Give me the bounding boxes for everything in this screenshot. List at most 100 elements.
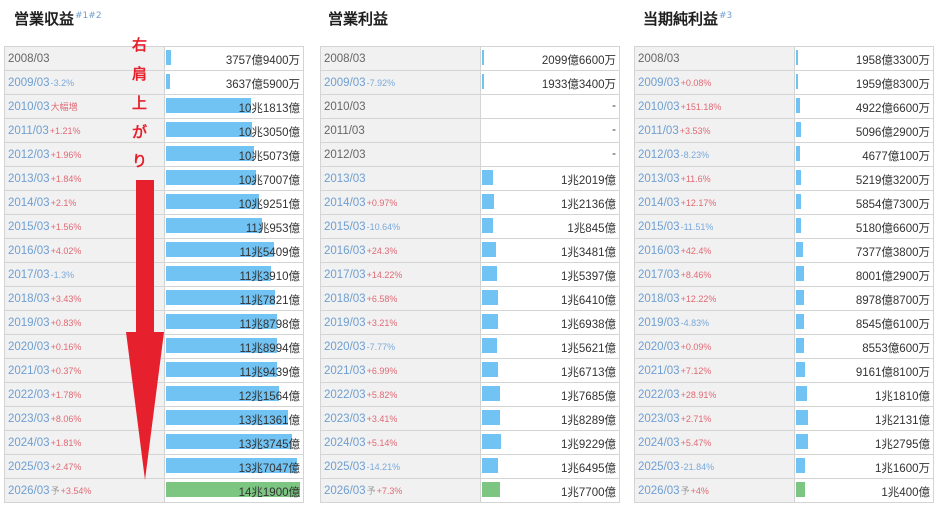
- fiscal-year-cell[interactable]: 2009/03+0.08%: [634, 70, 795, 95]
- value-bar: [166, 146, 254, 161]
- panel-note[interactable]: #1#2: [75, 11, 102, 21]
- value-label: 11兆5409億: [239, 247, 300, 259]
- fiscal-year-cell[interactable]: 2011/03+1.21%: [4, 118, 165, 143]
- fiscal-year-cell[interactable]: 2018/03+12.22%: [634, 286, 795, 311]
- table-row: 2020/03+0.09% 8553億600万: [634, 334, 934, 359]
- fiscal-year-label: 2015/03: [638, 220, 680, 233]
- value-label: -: [612, 100, 616, 112]
- yoy-change: +5.47%: [680, 437, 712, 448]
- table-row: 2010/03+151.18% 4922億6600万: [634, 94, 934, 119]
- fiscal-year-label: 2008/03: [324, 52, 366, 65]
- fiscal-year-label: 2013/03: [8, 172, 50, 185]
- value-label: 8978億8700万: [855, 295, 930, 307]
- fiscal-year-label: 2026/03: [638, 485, 680, 497]
- fiscal-year-cell[interactable]: 2023/03+2.71%: [634, 406, 795, 431]
- fiscal-year-cell[interactable]: 2019/03+3.21%: [320, 310, 481, 335]
- yoy-change: +0.83%: [50, 317, 82, 328]
- fiscal-year-cell[interactable]: 2021/03+7.12%: [634, 358, 795, 383]
- fiscal-year-cell[interactable]: 2016/03+42.4%: [634, 238, 795, 263]
- table-row: 2022/03+1.78% 12兆1564億: [4, 382, 304, 407]
- fiscal-year-cell[interactable]: 2010/03大幅増: [4, 94, 165, 119]
- value-cell: 8001億2900万: [794, 262, 934, 287]
- fiscal-year-cell[interactable]: 2013/03+11.6%: [634, 166, 795, 191]
- fiscal-year-cell[interactable]: 2017/03+14.22%: [320, 262, 481, 287]
- value-cell: 1兆1810億: [794, 382, 934, 407]
- fiscal-year-cell[interactable]: 2015/03-11.51%: [634, 214, 795, 239]
- value-label: 11兆3910億: [239, 271, 300, 283]
- fiscal-year-cell[interactable]: 2013/03: [320, 166, 481, 191]
- fiscal-year-cell[interactable]: 2016/03+24.3%: [320, 238, 481, 263]
- value-cell: 13兆1361億: [164, 406, 304, 431]
- fiscal-year-label: 2014/03: [8, 196, 50, 209]
- value-bar: [796, 362, 805, 377]
- value-bar: [796, 50, 798, 65]
- fiscal-year-cell[interactable]: 2012/03+1.96%: [4, 142, 165, 167]
- value-bar: [796, 290, 804, 305]
- fiscal-year-cell[interactable]: 2018/03+6.58%: [320, 286, 481, 311]
- fiscal-year-cell[interactable]: 2010/03+151.18%: [634, 94, 795, 119]
- table-row: 2015/03-10.64% 1兆845億: [320, 214, 620, 239]
- value-label: 1兆5621億: [561, 343, 616, 355]
- value-cell: 4922億6600万: [794, 94, 934, 119]
- table-row: 2010/03 -: [320, 94, 620, 119]
- fiscal-year-cell[interactable]: 2014/03+0.97%: [320, 190, 481, 215]
- table-row: 2025/03-21.84% 1兆1600万: [634, 454, 934, 479]
- value-cell: 1933億3400万: [480, 70, 620, 95]
- fiscal-year-cell[interactable]: 2014/03+12.17%: [634, 190, 795, 215]
- value-cell: 1兆845億: [480, 214, 620, 239]
- value-bar: [166, 314, 277, 329]
- value-bar: [482, 170, 493, 185]
- fiscal-year-cell[interactable]: 2019/03-4.83%: [634, 310, 795, 335]
- table-row: 2015/03-11.51% 5180億6600万: [634, 214, 934, 239]
- fiscal-year-cell[interactable]: 2026/03予+3.54%: [4, 478, 165, 503]
- fiscal-year-cell[interactable]: 2026/03予+7.3%: [320, 478, 481, 503]
- fiscal-year-cell[interactable]: 2009/03-3.2%: [4, 70, 165, 95]
- fiscal-year-cell[interactable]: 2025/03-21.84%: [634, 454, 795, 479]
- value-label: 1兆8289億: [561, 415, 616, 427]
- value-label: 1933億3400万: [541, 79, 616, 91]
- fiscal-year-label: 2019/03: [638, 316, 680, 329]
- table-row: 2023/03+2.71% 1兆2131億: [634, 406, 934, 431]
- fiscal-year-cell[interactable]: 2017/03+8.46%: [634, 262, 795, 287]
- fiscal-year-cell[interactable]: 2023/03+3.41%: [320, 406, 481, 431]
- fiscal-year-cell[interactable]: 2012/03-8.23%: [634, 142, 795, 167]
- value-bar: [482, 362, 498, 377]
- fiscal-year-label: 2023/03: [324, 412, 366, 425]
- value-label: 8545億6100万: [855, 319, 930, 331]
- value-cell: 1兆6938億: [480, 310, 620, 335]
- yoy-change: +6.58%: [366, 293, 398, 304]
- yoy-change: +3.21%: [366, 317, 398, 328]
- fiscal-year-label: 2023/03: [8, 412, 50, 425]
- table-row: 2022/03+28.91% 1兆1810億: [634, 382, 934, 407]
- value-label: 1兆2131億: [875, 415, 930, 427]
- panel-note[interactable]: #3: [719, 11, 733, 21]
- fiscal-year-cell[interactable]: 2021/03+6.99%: [320, 358, 481, 383]
- fiscal-year-cell[interactable]: 2015/03-10.64%: [320, 214, 481, 239]
- yoy-change: -14.21%: [366, 461, 401, 472]
- fiscal-year-label: 2011/03: [638, 124, 679, 137]
- value-cell: 8978億8700万: [794, 286, 934, 311]
- fiscal-year-cell[interactable]: 2022/03+5.82%: [320, 382, 481, 407]
- table-row: 2012/03+1.96% 10兆5073億: [4, 142, 304, 167]
- value-bar: [796, 266, 804, 281]
- fiscal-year-cell[interactable]: 2022/03+28.91%: [634, 382, 795, 407]
- value-label: 1兆845億: [567, 223, 616, 235]
- fiscal-year-cell[interactable]: 2026/03予+4%: [634, 478, 795, 503]
- fiscal-year-cell[interactable]: 2024/03+5.14%: [320, 430, 481, 455]
- fiscal-year-cell[interactable]: 2020/03-7.77%: [320, 334, 481, 359]
- fiscal-year-cell[interactable]: 2024/03+5.47%: [634, 430, 795, 455]
- fiscal-year-cell[interactable]: 2020/03+0.09%: [634, 334, 795, 359]
- fiscal-year-cell[interactable]: 2009/03-7.92%: [320, 70, 481, 95]
- yoy-change: +24.3%: [366, 245, 398, 256]
- yoy-change: +0.09%: [680, 341, 712, 352]
- fiscal-year-label: 2016/03: [8, 244, 50, 257]
- value-bar: [166, 362, 277, 377]
- fiscal-year-label: 2025/03: [324, 460, 366, 473]
- value-label: 10兆9251億: [238, 199, 300, 211]
- fiscal-year-cell[interactable]: 2025/03-14.21%: [320, 454, 481, 479]
- fiscal-year-label: 2017/03: [324, 268, 366, 281]
- yoy-change: +1.56%: [50, 221, 82, 232]
- table-row: 2024/03+5.47% 1兆2795億: [634, 430, 934, 455]
- fiscal-year-cell[interactable]: 2011/03+3.53%: [634, 118, 795, 143]
- yoy-change: +1.96%: [50, 149, 82, 160]
